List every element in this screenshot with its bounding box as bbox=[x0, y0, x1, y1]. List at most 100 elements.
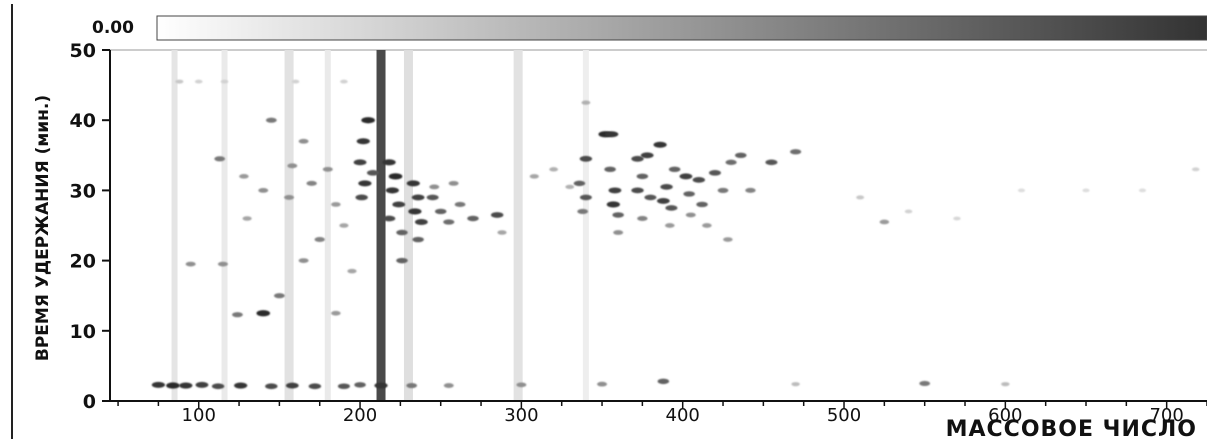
data-point-74 bbox=[604, 166, 616, 173]
data-point-8 bbox=[308, 383, 322, 390]
data-point-1 bbox=[166, 382, 180, 389]
streak-layer bbox=[171, 50, 589, 401]
x-ticks: 100 200 300 400 500 600 700 bbox=[117, 401, 1207, 426]
x-tick-label-500: 500 bbox=[827, 405, 861, 426]
data-point-90 bbox=[683, 191, 695, 197]
data-point-15 bbox=[597, 381, 608, 387]
data-point-115 bbox=[1138, 188, 1147, 193]
color-scale-bar bbox=[156, 15, 1207, 41]
data-point-64 bbox=[322, 166, 333, 172]
data-point-0 bbox=[151, 381, 165, 388]
y-tick-label-30: 30 bbox=[70, 180, 96, 202]
data-point-78 bbox=[631, 155, 644, 162]
data-point-13 bbox=[443, 383, 454, 388]
data-point-94 bbox=[725, 159, 737, 165]
data-point-79 bbox=[640, 152, 654, 159]
data-point-33 bbox=[411, 194, 425, 201]
streak-3 bbox=[284, 50, 294, 401]
data-point-47 bbox=[256, 310, 271, 317]
data-point-41 bbox=[467, 215, 479, 222]
data-point-62 bbox=[331, 202, 341, 207]
data-point-81 bbox=[631, 187, 644, 194]
data-point-10 bbox=[354, 382, 366, 388]
data-point-58 bbox=[239, 174, 249, 179]
y-tick-label-0: 0 bbox=[83, 391, 96, 413]
data-point-9 bbox=[337, 383, 350, 390]
data-point-89 bbox=[692, 176, 706, 183]
streak-4 bbox=[324, 50, 331, 401]
data-point-49 bbox=[273, 293, 285, 299]
y-axis-title: ВРЕМЯ УДЕРЖАНИЯ (мин.) bbox=[33, 95, 53, 361]
data-point-112 bbox=[953, 216, 961, 221]
data-point-31 bbox=[396, 229, 408, 236]
data-point-63 bbox=[339, 223, 349, 228]
data-point-34 bbox=[408, 208, 422, 215]
data-point-20 bbox=[361, 117, 375, 124]
data-point-22 bbox=[353, 159, 367, 166]
data-point-29 bbox=[392, 201, 406, 208]
data-point-24 bbox=[355, 194, 368, 201]
data-point-67 bbox=[287, 163, 298, 169]
streak-6 bbox=[513, 50, 523, 401]
data-point-60 bbox=[284, 195, 295, 200]
data-point-109 bbox=[879, 219, 890, 225]
data-point-105 bbox=[581, 100, 591, 105]
data-point-57 bbox=[214, 156, 226, 162]
data-point-6 bbox=[265, 383, 278, 390]
data-point-98 bbox=[790, 149, 802, 155]
data-point-88 bbox=[679, 173, 693, 180]
data-point-5 bbox=[234, 382, 248, 389]
data-point-83 bbox=[653, 141, 667, 148]
data-point-59 bbox=[258, 188, 269, 193]
data-point-102 bbox=[685, 212, 696, 218]
points-layer bbox=[151, 79, 1200, 390]
x-tick-label-600: 600 bbox=[988, 405, 1022, 426]
data-point-119 bbox=[220, 79, 229, 84]
x-tick-label-400: 400 bbox=[666, 405, 700, 426]
data-point-95 bbox=[734, 152, 747, 159]
data-point-17 bbox=[791, 382, 800, 387]
data-point-106 bbox=[529, 174, 539, 179]
data-point-65 bbox=[242, 216, 252, 221]
data-point-42 bbox=[490, 212, 504, 218]
data-point-72 bbox=[579, 194, 592, 201]
data-point-28 bbox=[385, 187, 399, 194]
data-point-40 bbox=[454, 201, 466, 207]
data-point-51 bbox=[314, 237, 325, 243]
data-point-55 bbox=[265, 117, 277, 123]
data-point-27 bbox=[388, 173, 403, 180]
streak-0 bbox=[376, 50, 386, 401]
data-point-87 bbox=[668, 166, 681, 173]
data-point-50 bbox=[298, 258, 309, 263]
y-tick-label-10: 10 bbox=[70, 321, 96, 343]
data-point-80 bbox=[636, 173, 649, 180]
data-point-2 bbox=[179, 382, 193, 389]
data-point-30 bbox=[382, 215, 396, 222]
streak-7 bbox=[582, 50, 589, 401]
data-point-116 bbox=[1191, 167, 1200, 172]
y-tick-label-50: 50 bbox=[70, 40, 96, 62]
data-point-38 bbox=[434, 208, 447, 215]
data-point-25 bbox=[366, 170, 379, 176]
data-point-32 bbox=[406, 180, 420, 187]
data-point-117 bbox=[175, 79, 184, 84]
data-point-19 bbox=[1001, 382, 1010, 387]
data-point-39 bbox=[443, 219, 455, 225]
data-point-16 bbox=[657, 378, 670, 385]
data-point-21 bbox=[356, 138, 370, 145]
data-point-52 bbox=[331, 310, 341, 316]
data-point-77 bbox=[612, 212, 624, 218]
data-point-86 bbox=[665, 205, 678, 211]
data-point-35 bbox=[414, 219, 428, 225]
data-point-111 bbox=[904, 209, 913, 214]
x-tick-label-300: 300 bbox=[504, 405, 538, 426]
data-point-76 bbox=[606, 201, 620, 208]
data-point-4 bbox=[211, 383, 225, 390]
data-point-73 bbox=[577, 208, 589, 215]
streak-5 bbox=[403, 50, 413, 401]
data-point-113 bbox=[1017, 188, 1026, 193]
data-point-69 bbox=[605, 131, 619, 138]
data-point-26 bbox=[382, 159, 396, 166]
data-point-45 bbox=[448, 180, 459, 186]
